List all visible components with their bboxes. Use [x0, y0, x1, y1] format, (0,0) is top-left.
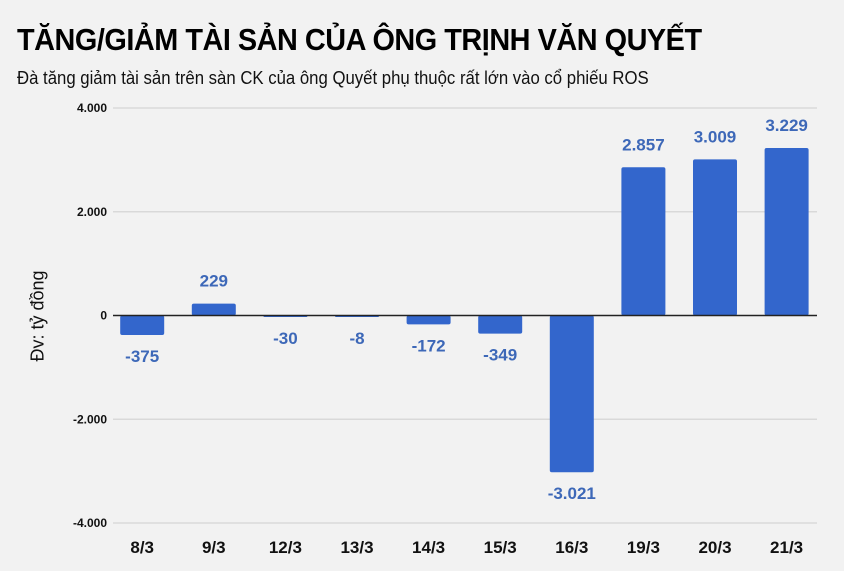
bar-8-3 — [120, 315, 165, 335]
value-label: 3.229 — [765, 116, 808, 135]
x-category-label: 9/3 — [202, 538, 226, 557]
x-category-label: 15/3 — [484, 538, 517, 557]
value-label: 229 — [200, 272, 228, 291]
value-label: 3.009 — [694, 127, 737, 146]
x-category-label: 21/3 — [770, 538, 803, 557]
x-category-label: 20/3 — [698, 538, 731, 557]
y-tick-label: 2.000 — [77, 205, 107, 219]
value-label: -30 — [273, 329, 298, 348]
bar-16-3 — [549, 315, 594, 473]
chart-title: TĂNG/GIẢM TÀI SẢN CỦA ÔNG TRỊNH VĂN QUYẾ… — [17, 22, 702, 57]
y-tick-label: -4.000 — [73, 516, 107, 530]
bar-19-3 — [621, 167, 666, 316]
x-axis-categories: 8/3 9/3 12/3 13/3 14/3 15/3 16/3 19/3 20/3 21/3 — [130, 538, 803, 557]
x-category-label: 12/3 — [269, 538, 302, 557]
value-labels: -375 229 -30 -8 -172 -349 -3.021 2.857 3.009 3.22… — [125, 116, 808, 503]
value-label: 2.857 — [622, 135, 665, 154]
x-category-label: 13/3 — [340, 538, 373, 557]
chart-subtitle: Đà tăng giảm tài sản trên sàn CK của ông… — [17, 68, 649, 88]
x-category-label: 19/3 — [627, 538, 660, 557]
bars — [120, 147, 809, 473]
x-category-label: 8/3 — [130, 538, 154, 557]
bar-21-3 — [764, 147, 809, 316]
bar-14-3 — [406, 315, 451, 325]
x-category-label: 14/3 — [412, 538, 445, 557]
value-label: -8 — [349, 329, 364, 348]
y-axis-ticks: 4.000 2.000 0 -2.000 -4.000 — [73, 101, 107, 530]
value-label: -375 — [125, 347, 159, 366]
bar-9-3 — [191, 303, 236, 316]
bar-15-3 — [478, 315, 523, 334]
value-label: -172 — [412, 336, 446, 355]
bar-20-3 — [693, 159, 737, 316]
y-tick-label: 4.000 — [77, 101, 107, 115]
value-label: -3.021 — [548, 484, 596, 503]
y-tick-label: -2.000 — [73, 412, 107, 426]
y-tick-label: 0 — [100, 309, 107, 323]
x-category-label: 16/3 — [555, 538, 588, 557]
value-label: -349 — [483, 346, 517, 365]
